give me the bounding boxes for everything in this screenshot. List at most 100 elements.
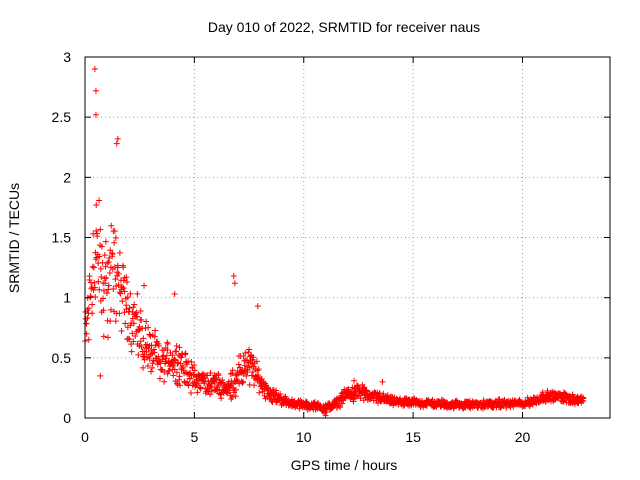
data-point [280, 400, 287, 407]
data-point [89, 301, 96, 308]
data-point [134, 290, 141, 297]
data-point [339, 390, 346, 397]
data-point [129, 330, 136, 337]
data-point [163, 352, 170, 359]
data-point [87, 293, 94, 300]
data-point [351, 377, 358, 384]
data-point [131, 301, 138, 308]
data-point [148, 347, 155, 354]
data-point [123, 274, 130, 281]
data-point [204, 372, 211, 379]
data-point [148, 368, 155, 375]
y-tick-label: 3 [63, 49, 71, 65]
data-point [107, 247, 114, 254]
data-point [580, 398, 587, 405]
data-point [213, 376, 220, 383]
y-tick-label: 2 [63, 169, 71, 185]
data-point [114, 262, 121, 269]
x-tick-label: 5 [190, 429, 198, 445]
data-point [539, 389, 546, 396]
data-point [91, 280, 98, 287]
data-point [112, 234, 119, 241]
data-point [96, 286, 103, 293]
data-point [178, 354, 185, 361]
data-point [113, 140, 120, 147]
data-point [242, 350, 249, 357]
data-point [116, 310, 123, 317]
data-point [215, 372, 222, 379]
data-point [197, 384, 204, 391]
data-point [231, 280, 238, 287]
grid-lines [85, 57, 610, 418]
data-point [130, 338, 137, 345]
data-points [82, 66, 587, 419]
data-point [176, 344, 183, 351]
data-point [218, 395, 225, 402]
data-point [90, 264, 97, 271]
data-point [164, 340, 171, 347]
data-point [232, 393, 239, 400]
data-point [345, 386, 352, 393]
data-point [255, 373, 262, 380]
data-point [127, 290, 134, 297]
data-point [282, 393, 289, 400]
data-point [241, 368, 248, 375]
data-point [91, 66, 98, 73]
data-point [251, 382, 258, 389]
data-point [105, 258, 112, 265]
data-point [230, 273, 237, 280]
data-point [96, 253, 103, 260]
data-point [85, 336, 92, 343]
data-point [261, 392, 268, 399]
data-point [170, 362, 177, 369]
x-tick-label: 0 [81, 429, 89, 445]
x-axis-label: GPS time / hours [291, 457, 398, 473]
data-point [144, 363, 151, 370]
data-point [152, 327, 159, 334]
data-point [138, 343, 145, 350]
data-point [97, 372, 104, 379]
data-point [466, 397, 473, 404]
data-point [181, 378, 188, 385]
y-tick-label: 0.5 [52, 350, 72, 366]
data-point [188, 390, 195, 397]
data-point [133, 309, 140, 316]
data-point [182, 351, 189, 358]
data-point [250, 354, 257, 361]
data-point [170, 372, 177, 379]
data-point [93, 227, 100, 234]
data-point [96, 197, 103, 204]
chart-title: Day 010 of 2022, SRMTID for receiver nau… [208, 19, 480, 35]
data-point [117, 290, 124, 297]
data-point [115, 270, 122, 277]
data-point [176, 373, 183, 380]
data-point [120, 285, 127, 292]
data-point [85, 305, 92, 312]
data-point [143, 318, 150, 325]
data-point [126, 336, 133, 343]
data-point [112, 276, 119, 283]
data-point [235, 361, 242, 368]
data-point [124, 294, 131, 301]
data-point [145, 324, 152, 331]
data-point [254, 303, 261, 310]
data-point [253, 358, 260, 365]
data-point [136, 326, 143, 333]
data-point [132, 333, 139, 340]
y-tick-label: 0 [63, 410, 71, 426]
data-point [194, 389, 201, 396]
data-point [92, 87, 99, 94]
data-point [86, 273, 93, 280]
data-point [91, 284, 98, 291]
data-point [102, 263, 109, 270]
data-point [254, 367, 261, 374]
data-point [233, 376, 240, 383]
data-point [129, 315, 136, 322]
data-point [240, 378, 247, 385]
data-point [123, 278, 130, 285]
data-point [120, 264, 127, 271]
data-point [186, 375, 193, 382]
data-point [173, 348, 180, 355]
data-point [379, 378, 386, 385]
data-point [176, 382, 183, 389]
